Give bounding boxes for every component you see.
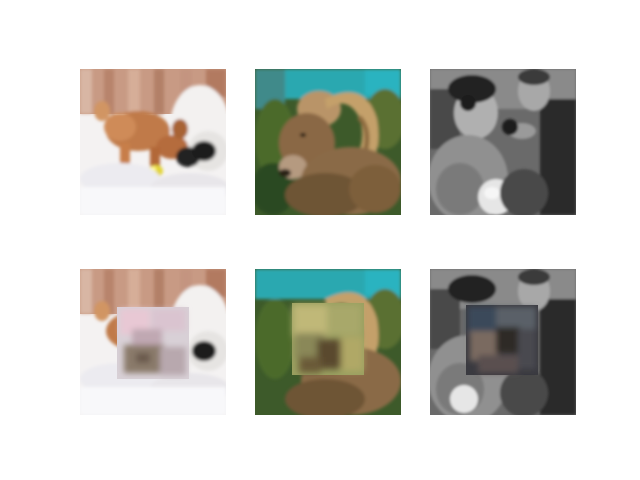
panel-couple — [430, 69, 576, 215]
mask-patch — [466, 305, 538, 375]
panel-couple-masked — [430, 269, 576, 415]
panel-dog-masked — [80, 269, 226, 415]
mask-patch — [117, 307, 189, 379]
panel-dog — [80, 69, 226, 215]
panel-ram-masked — [255, 269, 401, 415]
mask-patch — [292, 303, 364, 375]
panel-ram — [255, 69, 401, 215]
